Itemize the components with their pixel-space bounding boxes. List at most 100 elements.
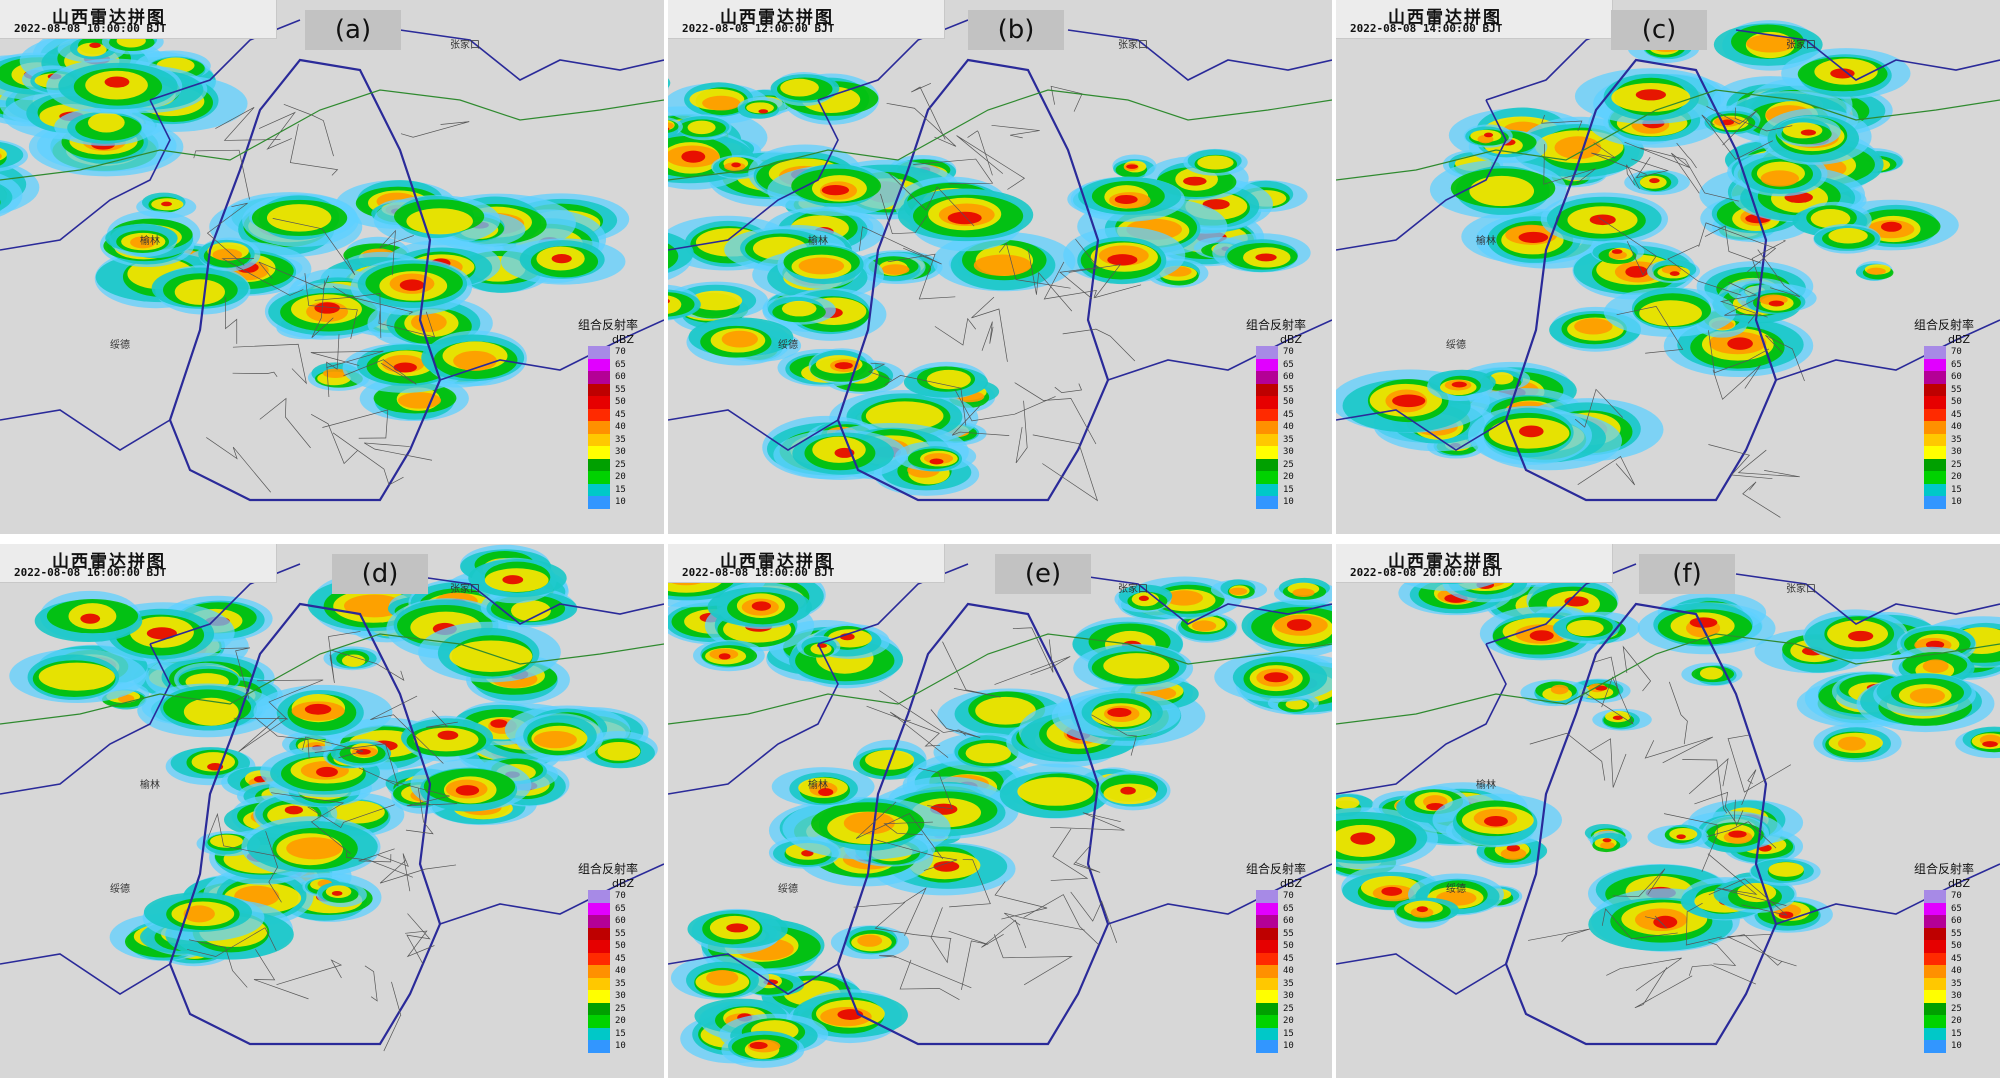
legend-row: 20 [588, 1015, 638, 1028]
panel-time: 2022-08-08 10:00:00 BJT [14, 22, 167, 35]
county-boundary [888, 172, 975, 227]
legend-row: 15 [1924, 1027, 1974, 1040]
legend-row: 50 [588, 940, 638, 953]
legend-value: 20 [1283, 472, 1294, 483]
county-boundary [207, 812, 280, 857]
county-boundary [1704, 225, 1762, 264]
legend-swatch [1924, 1002, 1946, 1015]
county-boundary [853, 887, 927, 936]
county-boundary [1694, 791, 1736, 822]
county-boundary [426, 710, 458, 728]
county-boundary [370, 695, 444, 764]
legend-value: 40 [1951, 966, 1962, 977]
county-boundary [232, 371, 278, 378]
county-boundary [1050, 828, 1089, 881]
legend-swatch [1924, 1040, 1946, 1053]
county-boundary [998, 242, 1071, 289]
legend-value: 65 [615, 903, 626, 914]
legend-row: 20 [1924, 1015, 1974, 1028]
radar-map [1336, 19, 2000, 518]
legend-swatch [1256, 446, 1278, 459]
county-boundary [188, 939, 248, 988]
county-boundary [255, 717, 310, 759]
panel-title: 山西雷达拼图 [1388, 8, 1502, 28]
county-boundary [1741, 769, 1757, 806]
place-label-zhangjiakou: 张家口 [1786, 584, 1816, 595]
place-label-yulin: 榆林 [808, 236, 828, 247]
legend-value: 60 [1283, 916, 1294, 927]
county-boundary [942, 641, 1001, 698]
legend-value: 50 [615, 397, 626, 408]
legend-swatch [1256, 977, 1278, 990]
legend-row: 15 [588, 483, 638, 496]
county-boundary [276, 959, 343, 986]
legend-value: 55 [1283, 384, 1294, 395]
legend-value: 20 [615, 472, 626, 483]
county-boundary [1015, 400, 1028, 464]
legend-row: 60 [588, 371, 638, 384]
county-boundary [307, 804, 395, 829]
legend-row: 70 [1256, 346, 1306, 359]
legend-swatch [1256, 496, 1278, 509]
legend-row: 35 [1256, 977, 1306, 990]
legend-swatch [588, 940, 610, 953]
legend-value: 65 [615, 359, 626, 370]
county-boundary [1734, 107, 1793, 132]
county-boundary [899, 959, 960, 1000]
legend-value: 45 [1951, 409, 1962, 420]
county-boundary [1667, 244, 1742, 296]
legend-unit: dBZ [611, 333, 635, 346]
radar-panel-d: 山西雷达拼图 2022-08-08 16:00:00 BJT (d) 张家口 榆林 绥德 组… [0, 544, 664, 1078]
place-label-zhangjiakou: 张家口 [450, 584, 480, 595]
legend-value: 10 [1951, 497, 1962, 508]
legend-swatch [588, 496, 610, 509]
legend-swatch [1256, 940, 1278, 953]
legend-row: 15 [1256, 483, 1306, 496]
region-boundary [1336, 953, 1507, 995]
region-boundary [668, 643, 839, 795]
legend-value: 50 [1951, 941, 1962, 952]
region-boundary [1067, 573, 1332, 625]
legend-value: 20 [1951, 472, 1962, 483]
county-boundary [880, 193, 928, 235]
legend-value: 65 [1283, 903, 1294, 914]
legend-swatch [588, 977, 610, 990]
reflectivity-legend: 组合反射率 dBZ 70 65 60 55 50 45 40 35 30 25 20 15 10 [1246, 860, 1306, 1053]
radar-map [668, 19, 1332, 502]
legend-row: 25 [1256, 458, 1306, 471]
legend-value: 15 [1951, 1028, 1962, 1039]
county-boundary [1626, 164, 1640, 190]
legend-value: 15 [1283, 1028, 1294, 1039]
county-boundary [358, 848, 395, 863]
legend-value: 50 [1283, 941, 1294, 952]
panel-header: 山西雷达拼图 2022-08-08 14:00:00 BJT [1336, 0, 1613, 39]
legend-value: 60 [615, 916, 626, 927]
radar-map [668, 547, 1332, 1068]
legend-row: 45 [588, 408, 638, 421]
county-boundary [1091, 714, 1137, 756]
radar-map [0, 544, 664, 1052]
county-boundary [1707, 853, 1787, 906]
legend-value: 30 [615, 991, 626, 1002]
legend-row: 40 [1924, 965, 1974, 978]
region-boundary [1775, 319, 2000, 381]
legend-swatch [588, 421, 610, 434]
legend-swatch [588, 1015, 610, 1028]
county-boundary [1612, 868, 1666, 897]
county-boundary [1737, 449, 1800, 478]
legend-value: 35 [1951, 434, 1962, 445]
county-boundary [1668, 681, 1688, 745]
legend-value: 10 [1951, 1041, 1962, 1052]
legend-swatch [1924, 977, 1946, 990]
river-line [0, 633, 664, 725]
reflectivity-legend: 组合反射率 dBZ 70 65 60 55 50 45 40 35 30 25 20 15 10 [1914, 316, 1974, 509]
place-label-zhangjiakou: 张家口 [1786, 40, 1816, 51]
legend-unit: dBZ [1947, 877, 1971, 890]
panel-header: 山西雷达拼图 2022-08-08 12:00:00 BJT [668, 0, 945, 39]
radar-echo-layer [668, 547, 1332, 1068]
county-boundary [1616, 306, 1684, 354]
province-boundary [1504, 58, 1778, 502]
legend-value: 50 [1951, 397, 1962, 408]
panel-time: 2022-08-08 18:00:00 BJT [682, 566, 835, 579]
county-boundary [948, 930, 989, 990]
